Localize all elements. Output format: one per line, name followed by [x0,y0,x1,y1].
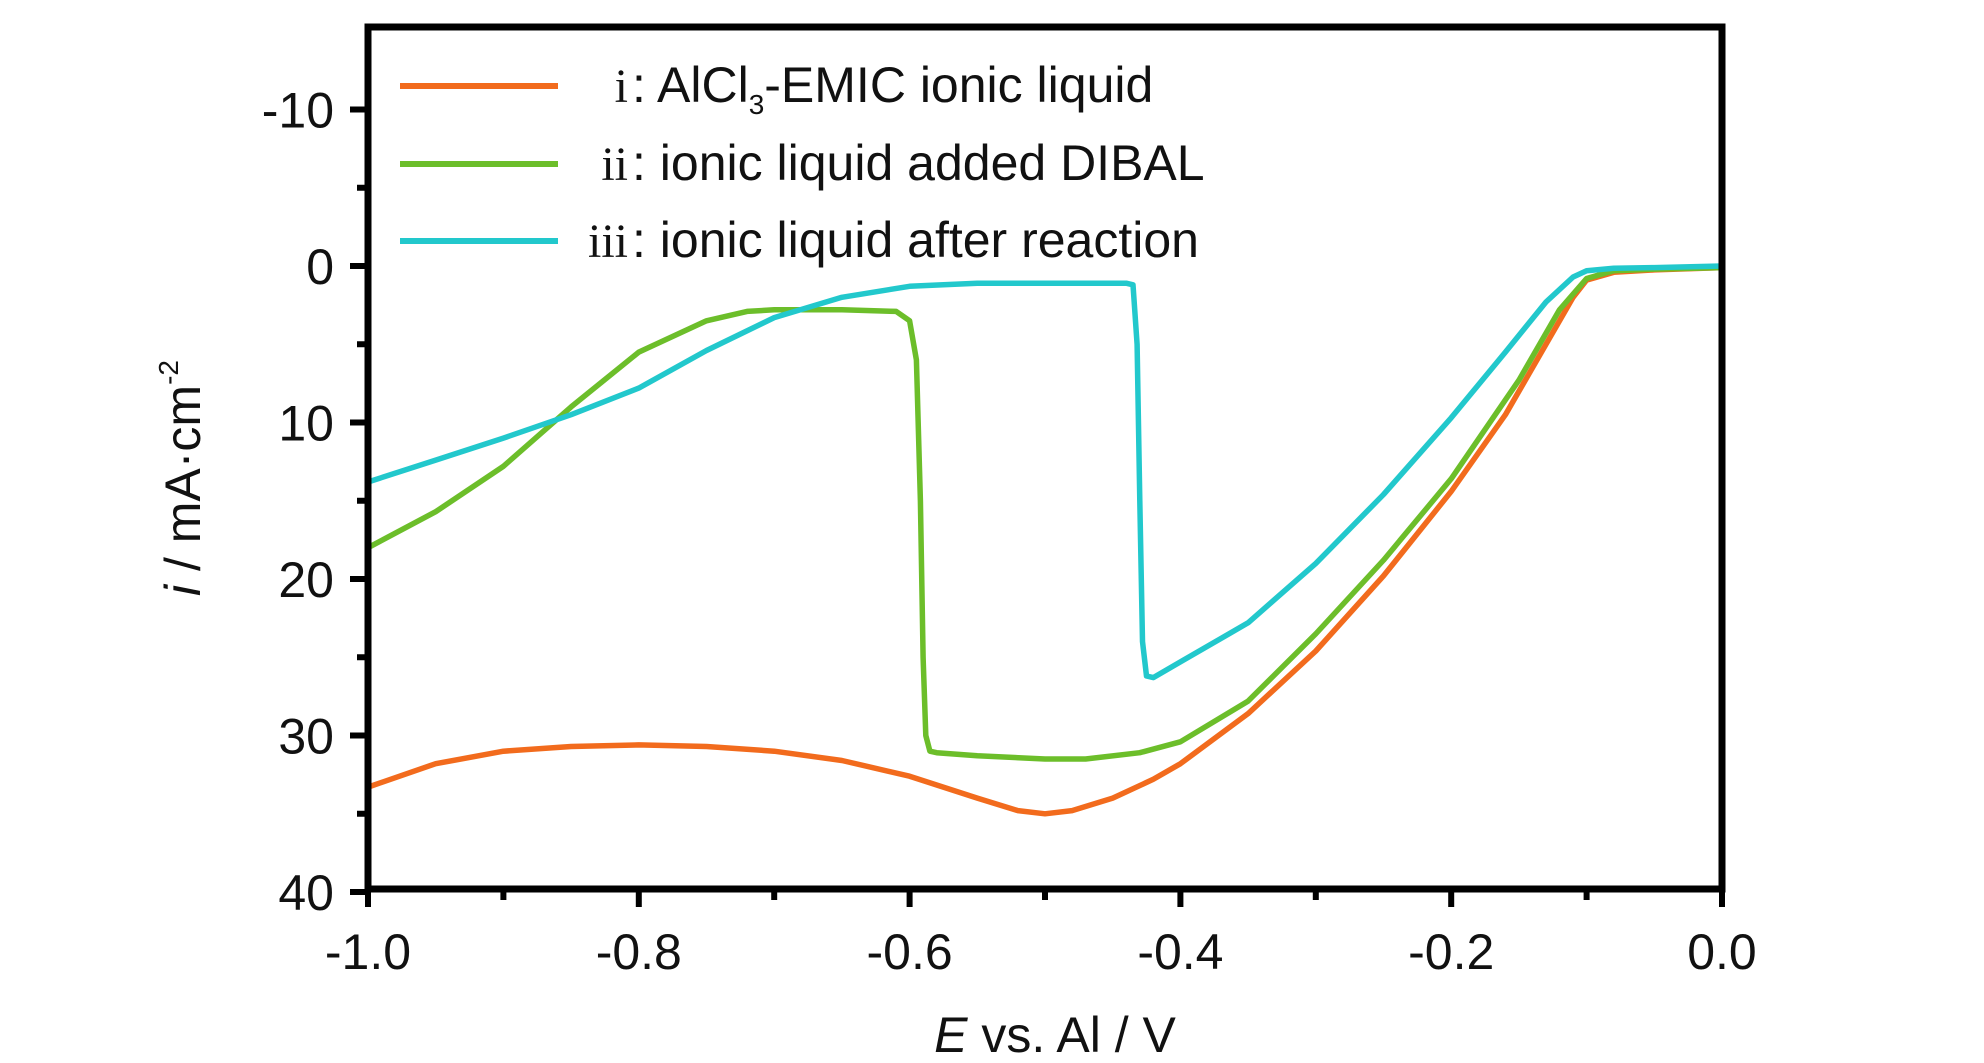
y-axis-title-italic: i [155,583,211,596]
legend-label-ii: : ionic liquid added DIBAL [632,135,1205,191]
y-tick-label: 20 [278,552,334,608]
legend-label-subscript: 3 [749,89,765,120]
x-tick-label: -1.0 [325,924,411,980]
y-tick-label: 30 [278,709,334,765]
legend-label-text: : AlCl [632,57,749,113]
series-line-i [365,264,1725,817]
legend-numeral-i: i [615,60,628,113]
legend-label-text-tail: -EMIC ionic liquid [764,57,1153,113]
x-axis-title: E vs. Al / V [934,1007,1176,1063]
legend-numeral-iii: iii [588,215,628,268]
x-tick-label: -0.8 [596,924,682,980]
x-tick-label: -0.4 [1137,924,1223,980]
legend-label-text: : ionic liquid after reaction [632,212,1199,268]
legend-label-text: : ionic liquid added DIBAL [632,135,1205,191]
y-tick-label: 10 [278,396,334,452]
legend-label-i: : AlCl3-EMIC ionic liquid [632,57,1153,120]
legend-numeral-ii: ii [601,138,628,191]
y-axis-title-rest: / mA·cm [155,385,211,585]
x-tick-label: -0.2 [1408,924,1494,980]
y-axis-title: i / mA·cm-2 [153,360,211,596]
x-tick-label: 0.0 [1687,924,1757,980]
x-axis-title-rest: vs. Al / V [967,1007,1176,1063]
y-tick-label: -10 [262,83,334,139]
legend-label-iii: : ionic liquid after reaction [632,212,1199,268]
y-tick-label: 0 [306,239,334,295]
series-line-ii [365,264,1725,762]
y-axis-title-superscript: -2 [153,360,184,385]
series-line-iii [365,263,1725,681]
y-tick-label: 40 [278,865,334,921]
x-axis-title-italic: E [934,1007,968,1063]
axis-ticks-group: -1.0 -0.8 -0.6 -0.4 -0.2 0.0 -10 0 10 20 30 40 [262,83,1757,981]
x-tick-label: -0.6 [867,924,953,980]
plot-series-group [365,263,1725,817]
